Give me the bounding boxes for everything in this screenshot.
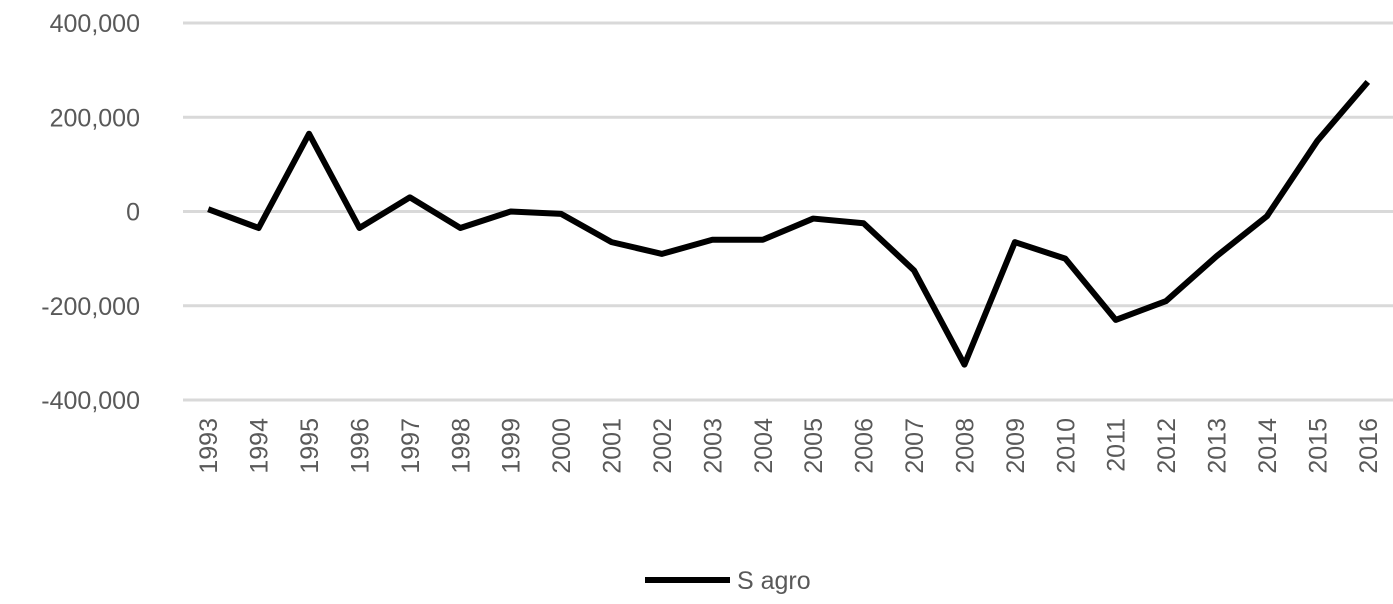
x-tick-label: 1996: [346, 418, 374, 474]
x-tick-label: 2011: [1103, 418, 1131, 472]
y-tick-label: 200,000: [50, 104, 140, 132]
x-tick-label: 1997: [397, 418, 425, 474]
x-tick-label: 1995: [296, 418, 324, 474]
x-tick-label: 2000: [548, 418, 576, 474]
x-tick-label: 2015: [1304, 418, 1332, 474]
y-tick-label: 0: [126, 199, 140, 227]
x-tick-label: 2005: [800, 418, 828, 474]
x-tick-label: 2002: [649, 418, 677, 474]
x-tick-label: 2009: [1002, 418, 1030, 474]
x-tick-label: 2013: [1204, 418, 1232, 474]
x-tick-label: 2006: [851, 418, 879, 474]
x-tick-label: 2010: [1052, 418, 1080, 474]
line: [207, 79, 1371, 368]
x-tick-label: 2016: [1355, 418, 1383, 474]
x-tick-label: 1993: [195, 418, 223, 474]
x-tick-label: 1999: [498, 418, 526, 474]
x-tick-label: 1994: [246, 418, 274, 474]
x-tick-label: 2014: [1254, 418, 1282, 474]
y-tick-label: -400,000: [41, 387, 140, 415]
x-tick-label: 2001: [599, 418, 627, 474]
x-tick-label: 2003: [699, 418, 727, 474]
x-tick-label: 2004: [750, 418, 778, 474]
y-tick-label: 400,000: [50, 10, 140, 38]
x-tick-label: 2008: [951, 418, 979, 474]
y-tick-label: -200,000: [41, 293, 140, 321]
legend-label: S agro: [737, 567, 811, 595]
x-tick-label: 1998: [447, 418, 475, 474]
x-tick-label: 2012: [1153, 418, 1181, 474]
x-tick-label: 2007: [901, 418, 929, 474]
